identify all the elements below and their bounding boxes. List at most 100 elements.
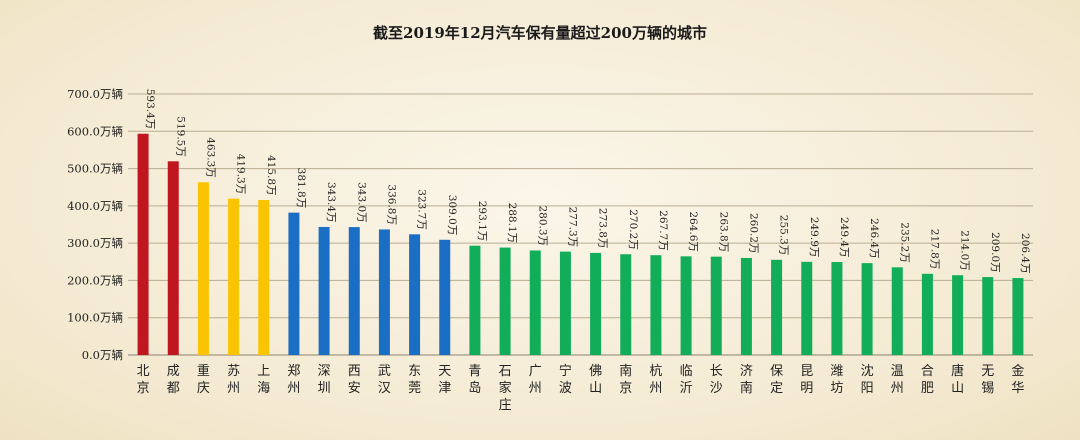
data-label: 343.0万 [355, 182, 367, 223]
data-label: 323.7万 [416, 189, 428, 230]
bar-5 [258, 199, 270, 355]
bar-14 [529, 250, 541, 355]
data-label: 415.8万 [265, 155, 277, 196]
bar-29 [982, 277, 994, 355]
category-label: 沈阳 [861, 364, 874, 396]
category-label: 潍坊 [830, 364, 843, 396]
data-label: 336.8万 [385, 184, 397, 225]
y-tick-label: 300.0万辆 [67, 236, 123, 250]
bar-27 [921, 273, 933, 355]
data-label: 214.0万 [959, 230, 971, 271]
category-label: 西安 [348, 364, 361, 396]
y-tick-label: 0.0万辆 [82, 348, 123, 362]
bar-30 [1012, 278, 1024, 355]
category-label: 金华 [1011, 363, 1024, 396]
category-label: 长沙 [710, 364, 723, 396]
category-label: 北京 [137, 364, 150, 396]
data-label: 343.4万 [325, 182, 337, 223]
y-tick-label: 500.0万辆 [67, 162, 123, 176]
data-label: 270.2万 [627, 209, 639, 250]
category-label: 保定 [770, 364, 783, 396]
bar-13 [499, 247, 511, 355]
data-label: 264.6万 [687, 211, 699, 252]
data-label: 209.0万 [989, 232, 1001, 273]
data-label: 277.3万 [566, 207, 578, 248]
y-tick-label: 200.0万辆 [67, 273, 123, 287]
data-label: 267.7万 [657, 210, 669, 251]
data-label: 273.8万 [597, 208, 609, 249]
data-label: 309.0万 [446, 195, 458, 236]
bar-11 [439, 239, 451, 355]
category-label: 上海 [257, 364, 270, 396]
data-label: 463.3万 [204, 137, 216, 178]
category-label: 青岛 [468, 364, 481, 396]
data-label: 280.3万 [536, 205, 548, 246]
bar-19 [680, 256, 692, 355]
data-labels: 593.4万 519.5万 463.3万 419.3万 415.8万 381.8万 343.… [144, 89, 1031, 274]
y-tick-label: 400.0万辆 [67, 199, 123, 213]
bars [137, 133, 1024, 355]
data-label: 246.4万 [868, 218, 880, 259]
category-label: 济南 [740, 364, 753, 396]
category-label: 合肥 [921, 364, 934, 396]
category-label: 杭州 [649, 364, 662, 396]
bar-6 [288, 212, 300, 355]
y-tick-label: 600.0万辆 [67, 124, 123, 138]
bar-17 [620, 254, 632, 355]
category-label: 东莞 [408, 364, 421, 396]
bar-23 [801, 261, 813, 355]
data-label: 293.1万 [476, 201, 488, 242]
bar-20 [710, 256, 722, 355]
bar-24 [831, 262, 843, 355]
data-label: 217.8万 [928, 229, 940, 270]
data-label: 593.4万 [144, 89, 156, 130]
chart-title: 截至2019年12月汽车保有量超过200万辆的城市 [373, 24, 707, 42]
bar-18 [650, 255, 662, 355]
bar-7 [318, 226, 330, 355]
y-axis-ticks: 0.0万辆 100.0万辆 200.0万辆 300.0万辆 400.0万辆 500.0万辆… [67, 87, 123, 362]
bar-3 [197, 182, 209, 355]
bar-12 [469, 245, 481, 355]
data-label: 235.2万 [898, 222, 910, 263]
bar-21 [740, 257, 752, 355]
data-label: 255.3万 [778, 215, 790, 256]
category-label: 苏州 [227, 363, 240, 396]
category-label: 深圳 [318, 364, 331, 396]
category-label: 佛山 [589, 364, 602, 396]
data-label: 260.2万 [747, 213, 759, 254]
category-label: 石家庄 [499, 364, 512, 413]
category-label: 宁波 [559, 363, 572, 396]
bar-16 [590, 252, 602, 355]
bar-26 [891, 267, 903, 355]
category-label: 昆明 [800, 364, 813, 396]
data-label: 263.8万 [717, 212, 729, 253]
data-label: 519.5万 [174, 116, 186, 157]
bar-2 [167, 161, 179, 355]
category-label: 南京 [619, 363, 632, 396]
category-label: 临沂 [680, 364, 693, 396]
data-label: 249.4万 [838, 217, 850, 258]
data-label: 288.1万 [506, 203, 518, 244]
bar-1 [137, 133, 149, 355]
bar-28 [952, 275, 964, 355]
bar-25 [861, 263, 873, 355]
category-label: 重庆 [197, 363, 210, 396]
category-label: 温州 [891, 364, 904, 396]
category-label: 成都 [167, 364, 180, 396]
bar-9 [378, 229, 390, 355]
category-label: 唐山 [951, 363, 964, 396]
bar-4 [228, 198, 240, 355]
bar-8 [348, 227, 360, 355]
data-label: 419.3万 [235, 154, 247, 195]
bar-10 [409, 234, 421, 355]
y-tick-label: 700.0万辆 [67, 87, 123, 101]
category-label: 天津 [438, 364, 451, 396]
category-label: 武汉 [378, 364, 391, 396]
data-label: 206.4万 [1019, 233, 1031, 274]
gridlines [128, 93, 1033, 356]
y-tick-label: 100.0万辆 [67, 311, 123, 325]
bar-15 [559, 251, 571, 355]
